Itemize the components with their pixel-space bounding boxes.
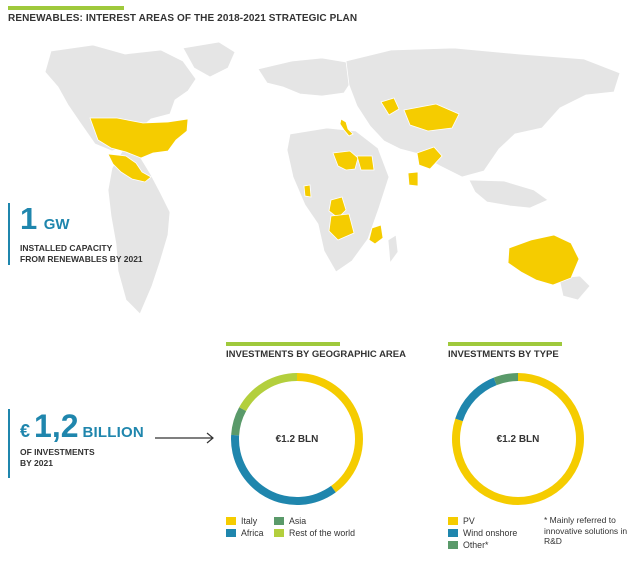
type-legend: PV Wind onshore Other* — [448, 515, 517, 551]
legend-item-italy: Italy — [226, 515, 264, 527]
geographic-legend-right: Asia Rest of the world — [274, 515, 355, 539]
west-africa-highlight — [303, 184, 312, 198]
investment-total-caption: OF INVESTMENTS BY 2021 — [20, 447, 95, 468]
congo-highlight — [328, 196, 347, 219]
legend-item-asia: Asia — [274, 515, 355, 527]
legend-swatch-rest-of-world — [274, 529, 284, 537]
investment-total-block: € 1,2 BILLION OF INVESTMENTS BY 2021 — [8, 409, 144, 478]
libya-highlight — [332, 150, 359, 171]
legend-item-africa: Africa — [226, 527, 264, 539]
australia-highlight — [507, 234, 580, 286]
installed-capacity-block: 1 GW INSTALLED CAPACITY FROM RENEWABLES … — [8, 203, 143, 265]
legend-item-wind-onshore: Wind onshore — [448, 527, 517, 539]
donut-slice-rest-of-the-world — [239, 373, 297, 412]
kazakhstan-highlight — [403, 103, 460, 132]
donut-slice-italy — [297, 373, 363, 493]
type-section-rule — [448, 342, 562, 346]
type-chart-title: INVESTMENTS BY TYPE — [448, 349, 559, 360]
legend-swatch-wind-onshore — [448, 529, 458, 537]
header-accent-rule — [8, 6, 124, 10]
donut-slice-wind-onshore — [455, 377, 497, 422]
egypt-highlight — [356, 155, 375, 171]
usa-highlight — [89, 117, 189, 159]
legend-item-pv: PV — [448, 515, 517, 527]
mozambique-highlight — [368, 224, 384, 245]
legend-swatch-africa — [226, 529, 236, 537]
geographic-chart-title: INVESTMENTS BY GEOGRAPHIC AREA — [226, 349, 406, 360]
world-map — [44, 41, 621, 315]
italy-highlight — [339, 118, 354, 137]
pakistan-highlight — [416, 146, 443, 170]
legend-swatch-other — [448, 541, 458, 549]
page-title: RENEWABLES: INTEREST AREAS OF THE 2018-2… — [8, 13, 358, 24]
type-donut-chart — [452, 373, 584, 505]
legend-swatch-asia — [274, 517, 284, 525]
donut-slice-africa — [231, 434, 336, 505]
legend-swatch-pv — [448, 517, 458, 525]
oman-highlight — [407, 171, 419, 187]
donut-slice-other — [493, 373, 518, 386]
russia-west-highlight — [380, 97, 400, 116]
type-chart-footnote: * Mainly referred to innovative solution… — [544, 515, 628, 546]
mexico-highlight — [107, 153, 152, 183]
investment-total-value: € 1,2 BILLION — [20, 408, 144, 444]
geographic-section-rule — [226, 342, 340, 346]
angola-highlight — [328, 213, 355, 241]
map-highlighted-countries — [89, 97, 580, 286]
donut-slice-asia — [231, 407, 247, 436]
geographic-donut-chart — [231, 373, 363, 505]
installed-capacity-caption: INSTALLED CAPACITY FROM RENEWABLES BY 20… — [20, 243, 143, 264]
arrow-right-icon — [155, 432, 214, 444]
installed-capacity-value: 1 GW — [20, 201, 70, 236]
legend-item-other: Other* — [448, 539, 517, 551]
geographic-legend-left: Italy Africa — [226, 515, 264, 539]
legend-item-rest-of-world: Rest of the world — [274, 527, 355, 539]
legend-swatch-italy — [226, 517, 236, 525]
